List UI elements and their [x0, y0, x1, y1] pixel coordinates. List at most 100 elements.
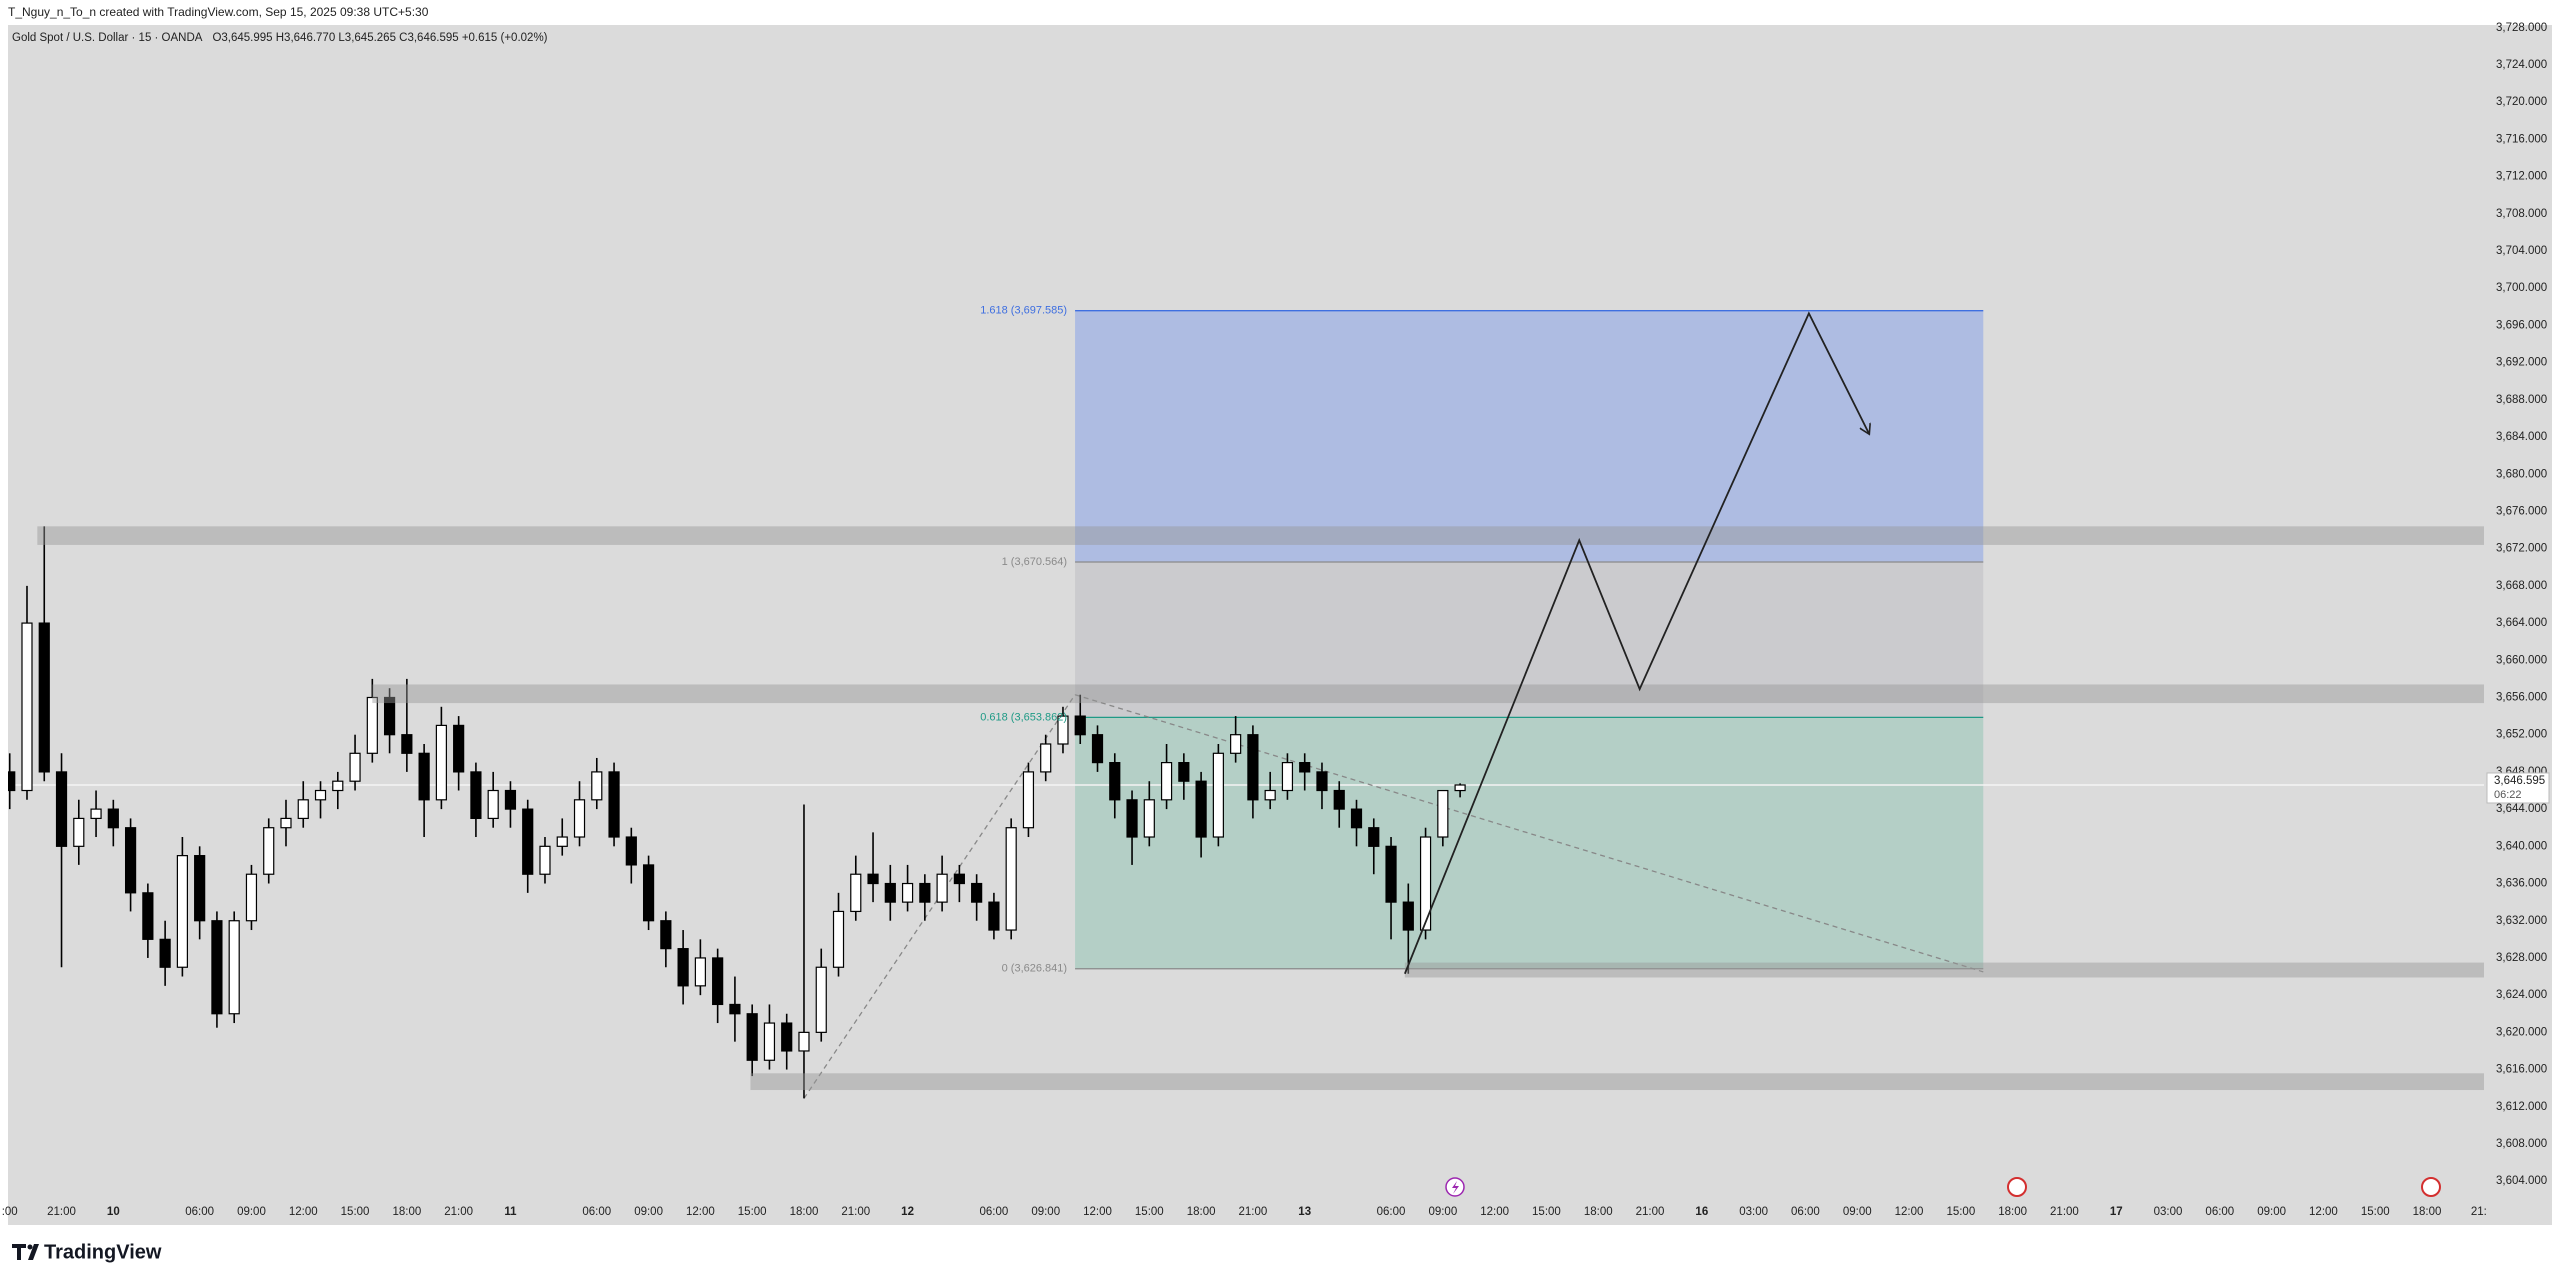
y-tick-label: 3,680.000 [2496, 468, 2547, 480]
brand: TradingView [44, 1241, 162, 1263]
candle-body [418, 752, 430, 801]
candle-body [297, 799, 309, 820]
candle-body [1402, 901, 1414, 931]
candle-body [1264, 789, 1276, 801]
y-tick-label: 3,612.000 [2496, 1101, 2547, 1113]
candle-body [1419, 836, 1432, 931]
candle-body [280, 817, 292, 829]
candle-body [867, 873, 879, 885]
y-tick-label: 3,712.000 [2496, 171, 2547, 183]
candle-body [1040, 743, 1052, 773]
y-tick-label: 3,724.000 [2496, 59, 2547, 71]
x-tick-label: 18:00 [1187, 1206, 1216, 1218]
candle-body [539, 845, 551, 875]
sr-zone [750, 1073, 2484, 1091]
candle-body [522, 808, 534, 875]
candle-body [1074, 715, 1086, 736]
sr-zone [37, 526, 2484, 545]
y-tick-label: 3,716.000 [2496, 133, 2547, 145]
symbol-line: Gold Spot / U.S. Dollar · 15 · OANDA O3,6… [12, 32, 548, 44]
y-tick-label: 3,604.000 [2496, 1175, 2547, 1187]
candle-body [8, 771, 16, 792]
y-tick-label: 3,684.000 [2496, 431, 2547, 443]
candle-body [176, 855, 188, 968]
candle-body [435, 724, 447, 801]
y-tick-label: 3,696.000 [2496, 319, 2547, 331]
x-tick-label: 09:00 [1031, 1206, 1060, 1218]
candle-body [314, 789, 327, 801]
sr-zone [1404, 962, 2484, 978]
y-tick-label: 3,608.000 [2496, 1138, 2547, 1150]
candle-body [1195, 780, 1207, 838]
y-tick-label: 3,688.000 [2496, 394, 2547, 406]
x-tick-label: 09:00 [634, 1206, 663, 1218]
x-tick-label: 09:00 [1843, 1206, 1872, 1218]
candle-body [1109, 762, 1121, 801]
candle-body [573, 799, 586, 838]
x-tick-label: 21:00 [1636, 1206, 1665, 1218]
candle-body [1091, 734, 1104, 764]
candle-body [729, 1003, 741, 1015]
candle-body [901, 882, 914, 903]
y-tick-label: 3,620.000 [2496, 1026, 2547, 1038]
y-tick-label: 3,656.000 [2496, 692, 2547, 704]
x-tick-label: 12:00 [686, 1206, 715, 1218]
logo-icon [12, 1244, 39, 1260]
x-tick-label: 17 [2110, 1206, 2123, 1218]
x-tick-label: 21:00 [2050, 1206, 2079, 1218]
chart-background [8, 25, 2552, 1225]
candle-body [1005, 827, 1017, 931]
y-tick-label: 3,652.000 [2496, 729, 2547, 741]
us-event-icon[interactable] [2007, 1177, 2027, 1197]
candle-body [1230, 734, 1242, 754]
x-tick-label: 15:00 [1532, 1206, 1561, 1218]
y-tick-label: 3,708.000 [2496, 208, 2547, 220]
x-tick-label: 15:00 [2361, 1206, 2390, 1218]
candle-body [694, 957, 706, 987]
candle-body [21, 622, 33, 792]
candle-body [1160, 762, 1173, 801]
candle-body [1247, 734, 1259, 801]
last-price-label: 3,646.595 [2494, 775, 2545, 787]
candle-body [263, 827, 275, 875]
candle-body [1437, 789, 1449, 838]
candle-body [988, 901, 1000, 931]
last-price-tag [2486, 772, 2550, 804]
projection-path [1404, 311, 1869, 975]
candle-body [815, 966, 827, 1033]
candle-body [953, 873, 965, 885]
candle-body [107, 808, 119, 829]
x-tick-label: 13 [1298, 1206, 1311, 1218]
y-tick-label: 3,660.000 [2496, 654, 2547, 666]
candle-body [73, 817, 85, 847]
candle-body [1385, 845, 1397, 903]
x-tick-label: 12:00 [1083, 1206, 1112, 1218]
credit: T_Nguy_n_To_n created with TradingView.c… [8, 5, 429, 19]
candle-body [1126, 799, 1138, 838]
us-event-icon[interactable] [2421, 1177, 2441, 1197]
x-tick-label: 18:00 [2413, 1206, 2442, 1218]
candle-body [401, 734, 413, 754]
x-tick-label: 12:00 [1895, 1206, 1924, 1218]
candle-body [1333, 789, 1345, 810]
event-icon-bolt [1452, 1181, 1459, 1194]
x-tick-label: 11 [504, 1206, 517, 1218]
x-tick-label: 09:00 [237, 1206, 266, 1218]
symbol: Gold Spot / U.S. Dollar · 15 · OANDA [12, 32, 203, 44]
fib-label: 1.618 (3,697.585) [980, 305, 1067, 317]
x-tick-label: 21:00 [1239, 1206, 1268, 1218]
candle-body [763, 1022, 776, 1061]
candle-body [228, 920, 240, 1015]
y-tick-label: 3,640.000 [2496, 840, 2547, 852]
candle-body [746, 1013, 758, 1061]
y-tick-label: 3,624.000 [2496, 989, 2547, 1001]
x-tick-label: 09:00 [2257, 1206, 2286, 1218]
y-tick-label: 3,704.000 [2496, 245, 2547, 257]
fib-zone [1075, 717, 1984, 969]
candle-body [194, 855, 206, 922]
candle-body [142, 892, 154, 940]
candle-body [660, 920, 672, 950]
candle-body [832, 910, 845, 968]
